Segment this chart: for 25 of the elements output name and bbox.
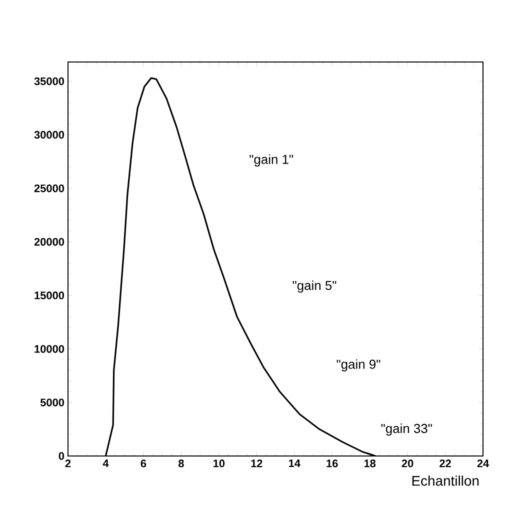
annotation: "gain 1": [250, 154, 294, 167]
y-tick-label: 5000: [40, 398, 64, 406]
x-tick-label: 16: [326, 460, 338, 468]
annotation: "gain 33": [381, 424, 432, 436]
x-tick-label: 2: [65, 460, 71, 468]
x-tick-label: 14: [288, 460, 300, 468]
x-tick-label: 18: [364, 460, 376, 468]
y-tick-label: 35000: [34, 77, 64, 86]
x-tick-label: 10: [214, 460, 225, 468]
x-tick-label: 24: [477, 460, 490, 468]
y-tick-label: 30000: [34, 130, 64, 139]
x-axis-title: Echantillon: [412, 476, 479, 486]
y-tick-label: 20000: [34, 238, 64, 246]
x-tick-label: 20: [402, 460, 414, 468]
annotation: "gain 5": [292, 280, 336, 293]
y-tick-label: 15000: [34, 292, 64, 300]
y-tick-label: 10000: [34, 345, 64, 353]
x-tick-label: 4: [102, 460, 109, 468]
x-tick-label: 6: [140, 460, 146, 468]
x-tick-label: 12: [251, 460, 262, 468]
y-tick-label: 0: [58, 452, 64, 460]
y-tick-label: 25000: [34, 184, 64, 192]
x-tick-label: 8: [178, 460, 184, 468]
x-tick-label: 22: [440, 460, 451, 468]
annotation: "gain 9": [336, 359, 380, 372]
